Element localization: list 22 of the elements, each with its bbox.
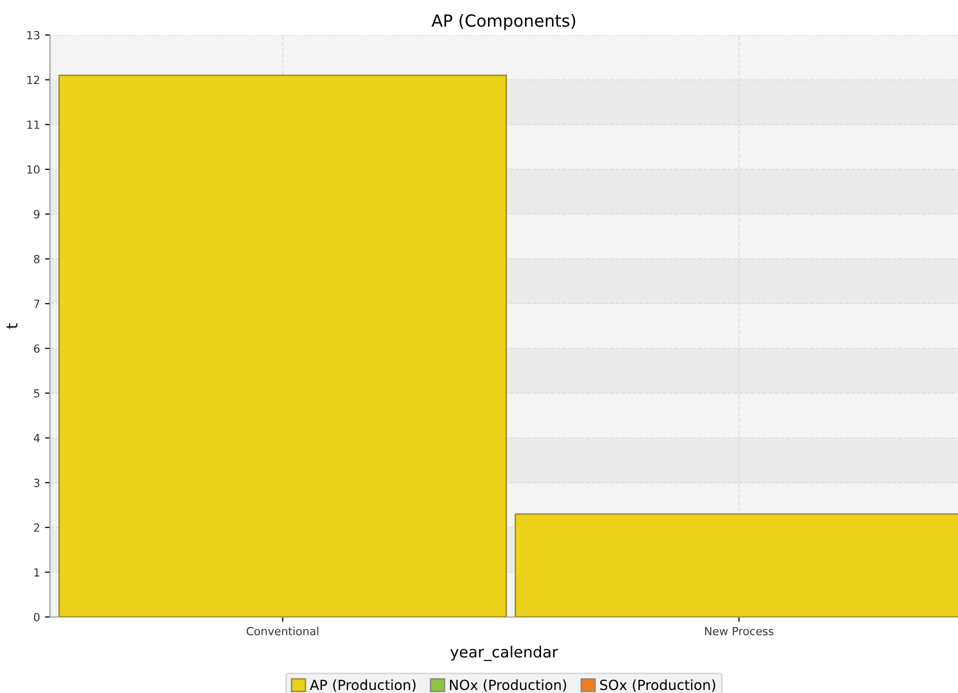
legend-label: SOx (Production) xyxy=(600,679,716,692)
y-tick-label: 0 xyxy=(34,612,40,622)
x-axis-title: year_calendar xyxy=(450,646,558,662)
y-axis-title: t xyxy=(6,323,18,329)
y-tick-label: 2 xyxy=(34,523,40,532)
y-tick-label: 1 xyxy=(34,568,40,576)
y-tick-label: 4 xyxy=(34,434,40,442)
y-tick-label: 11 xyxy=(27,120,40,129)
y-tick-label: 6 xyxy=(34,344,40,353)
y-tick-label: 3 xyxy=(34,478,40,488)
y-tick-label: 5 xyxy=(34,389,40,398)
y-tick-label: 12 xyxy=(27,76,40,84)
legend-label: NOx (Production) xyxy=(450,679,566,692)
y-tick-label: 9 xyxy=(34,210,40,218)
y-tick-label: 8 xyxy=(34,254,40,264)
y-tick-label: 10 xyxy=(27,165,40,174)
chart-title: AP (Components) xyxy=(432,14,576,30)
y-tick-label: 7 xyxy=(34,300,40,308)
x-tick-label: Conventional xyxy=(246,626,318,636)
legend-label: AP (Production) xyxy=(310,679,416,692)
y-tick-label: 13 xyxy=(27,30,40,40)
x-tick-label: New Process xyxy=(705,627,774,636)
